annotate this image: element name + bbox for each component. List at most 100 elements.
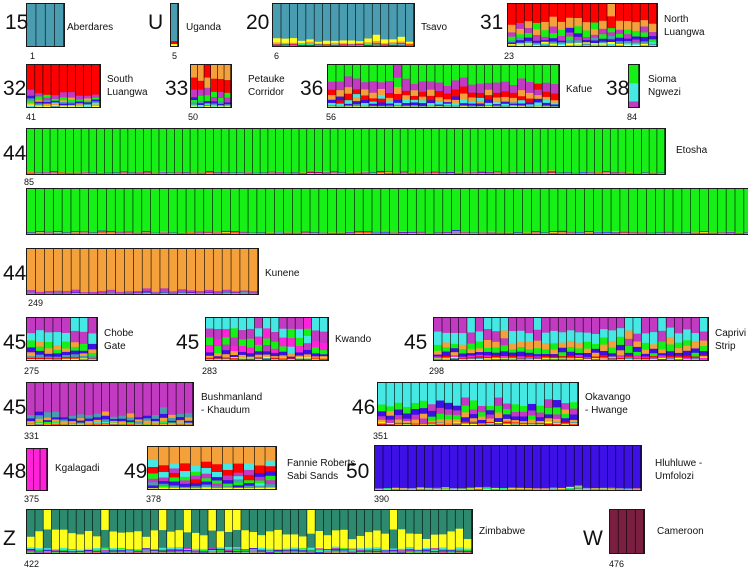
cluster-segment xyxy=(255,447,265,466)
population-name: North Luangwa xyxy=(664,14,705,39)
cluster-segment xyxy=(600,355,608,357)
individual-bar xyxy=(187,249,195,294)
cluster-segment xyxy=(500,331,508,339)
individual-bar xyxy=(608,318,616,360)
cluster-segment xyxy=(159,481,169,484)
cluster-segment xyxy=(53,318,61,332)
individual-bar xyxy=(250,510,258,553)
cluster-segment xyxy=(658,359,666,360)
cluster-segment xyxy=(198,81,204,90)
cluster-segment xyxy=(501,102,509,104)
cluster-segment xyxy=(620,189,628,232)
cluster-segment xyxy=(485,95,493,100)
individual-bar xyxy=(206,318,214,360)
cluster-segment xyxy=(143,416,151,419)
cluster-segment xyxy=(408,189,416,231)
cluster-segment xyxy=(427,81,435,90)
cluster-segment xyxy=(345,106,353,107)
cluster-segment xyxy=(167,532,175,548)
cluster-segment xyxy=(508,25,516,33)
cluster-segment xyxy=(224,65,230,80)
cluster-segment xyxy=(642,318,650,334)
cluster-segment xyxy=(525,21,533,28)
individual-bar xyxy=(160,249,168,294)
ancestry-bars xyxy=(434,318,708,360)
cluster-segment xyxy=(558,189,566,231)
cluster-segment xyxy=(93,383,101,414)
ancestry-bars xyxy=(328,65,559,107)
individual-bar xyxy=(549,189,557,234)
cluster-segment xyxy=(534,348,542,354)
cluster-segment xyxy=(534,106,542,107)
cluster-segment xyxy=(381,189,389,231)
cluster-segment xyxy=(484,329,492,340)
cluster-segment xyxy=(107,290,115,293)
cluster-segment xyxy=(336,104,344,107)
cluster-segment xyxy=(570,420,578,422)
cluster-segment xyxy=(224,102,230,104)
cluster-segment xyxy=(71,354,79,357)
individual-bar xyxy=(392,446,400,490)
cluster-segment xyxy=(233,447,243,464)
individual-bar xyxy=(345,65,353,107)
k-label: 32 xyxy=(3,78,26,99)
individual-bar xyxy=(74,129,81,174)
individual-bar xyxy=(340,510,348,553)
individual-bar xyxy=(458,446,466,490)
cluster-segment xyxy=(649,32,657,36)
cluster-segment xyxy=(27,421,35,423)
cluster-segment xyxy=(533,446,541,488)
ancestry-bars xyxy=(375,446,641,490)
cluster-segment xyxy=(93,552,101,553)
cluster-segment xyxy=(439,129,446,173)
cluster-segment xyxy=(525,41,533,43)
population-name: Etosha xyxy=(676,145,707,158)
individual-bar xyxy=(491,446,499,490)
cluster-segment xyxy=(279,355,287,357)
cluster-segment xyxy=(549,27,557,34)
cluster-segment xyxy=(245,129,252,172)
individual-bar xyxy=(212,447,222,489)
individual-bar xyxy=(393,129,400,174)
cluster-segment xyxy=(217,552,225,553)
cluster-segment xyxy=(36,359,44,360)
individual-bar xyxy=(151,510,159,553)
cluster-segment xyxy=(496,189,504,233)
cluster-segment xyxy=(27,290,35,293)
individual-bar xyxy=(494,129,501,174)
cluster-segment xyxy=(345,100,353,104)
cluster-segment xyxy=(675,359,683,360)
ancestry-bars xyxy=(27,449,47,490)
individual-bar xyxy=(656,189,664,234)
individual-bar xyxy=(306,4,314,46)
cluster-segment xyxy=(255,488,265,489)
cluster-segment xyxy=(206,318,214,329)
cluster-segment xyxy=(545,383,553,400)
cluster-segment xyxy=(208,531,216,549)
cluster-segment xyxy=(136,129,143,172)
cluster-segment xyxy=(222,359,230,360)
individual-bar xyxy=(683,318,691,360)
individual-bar xyxy=(445,383,453,425)
cluster-segment xyxy=(353,79,361,90)
cluster-segment xyxy=(402,95,410,99)
cluster-segment xyxy=(212,481,222,484)
cluster-segment xyxy=(304,336,312,344)
cluster-segment xyxy=(191,479,201,483)
cluster-segment xyxy=(625,359,633,360)
cluster-segment xyxy=(274,530,282,549)
cluster-segment xyxy=(255,351,263,355)
cluster-segment xyxy=(51,106,59,107)
cluster-segment xyxy=(27,318,35,334)
cluster-segment xyxy=(516,4,524,23)
individual-bar xyxy=(390,189,398,234)
cluster-segment xyxy=(239,189,247,232)
cluster-segment xyxy=(76,106,84,107)
cluster-segment xyxy=(493,93,501,98)
cluster-segment xyxy=(453,383,461,406)
cluster-segment xyxy=(485,65,493,83)
individual-bar xyxy=(93,510,101,553)
cluster-segment xyxy=(470,129,477,172)
individual-bar xyxy=(564,129,571,174)
cluster-segment xyxy=(470,414,478,418)
